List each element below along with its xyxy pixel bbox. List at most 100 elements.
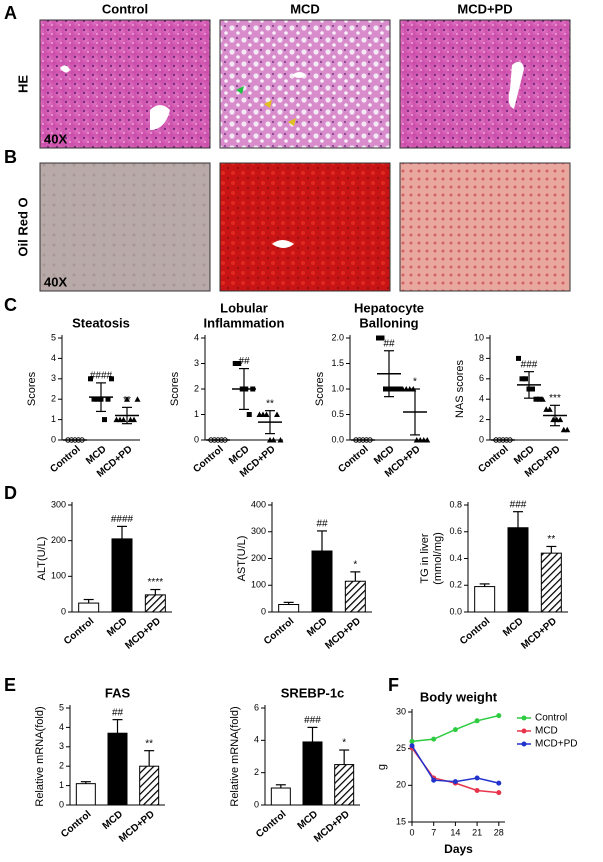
x-tick-label: Control bbox=[62, 616, 96, 647]
y-tick-label: 25 bbox=[396, 743, 406, 753]
dot bbox=[88, 376, 93, 382]
x-tick-label: MCD bbox=[305, 616, 330, 639]
y-tick-label: 15 bbox=[396, 816, 406, 826]
vessel bbox=[508, 61, 524, 109]
y-tick-label: 4 bbox=[59, 722, 64, 732]
he-control-image bbox=[39, 19, 211, 149]
y-tick-label: 100 bbox=[51, 571, 66, 581]
dot bbox=[263, 411, 270, 417]
y-tick-label: 2.0 bbox=[331, 332, 344, 342]
column-title: MCD bbox=[290, 1, 320, 16]
y-tick-label: 300 bbox=[251, 526, 266, 536]
point bbox=[409, 743, 415, 749]
point bbox=[474, 718, 480, 724]
vessel bbox=[272, 240, 294, 248]
dot bbox=[124, 396, 130, 402]
chart-title: Lobular bbox=[220, 300, 268, 315]
x-tick-label: Control bbox=[458, 616, 492, 647]
x-tick-label: MCD+PD bbox=[117, 809, 157, 845]
y-tick-label: 2 bbox=[254, 767, 259, 777]
dot bbox=[564, 426, 571, 433]
x-tick-label: MCD bbox=[501, 616, 526, 639]
legend-label: Control bbox=[535, 713, 567, 724]
dot bbox=[539, 396, 546, 402]
panel-label: C bbox=[4, 295, 17, 315]
histology-images bbox=[39, 19, 571, 292]
oil-pd-image bbox=[399, 162, 571, 292]
chart-title: FAS bbox=[105, 685, 131, 700]
x-tick-label: MCD+PD bbox=[519, 616, 559, 652]
dot bbox=[397, 386, 402, 392]
dot bbox=[102, 417, 107, 423]
x-tick-label: 14 bbox=[450, 827, 460, 837]
y-tick-label: 6 bbox=[254, 702, 259, 712]
chart-title: Hepatocyte bbox=[354, 300, 424, 315]
legend-marker bbox=[521, 728, 527, 734]
x-tick-label: Control bbox=[254, 809, 288, 840]
chart-title: Inflammation bbox=[204, 315, 285, 330]
legend-marker bbox=[521, 715, 527, 721]
y-tick-label: 2 bbox=[194, 383, 199, 393]
legend-label: MCD+PD bbox=[535, 739, 578, 750]
y-tick-label: 6 bbox=[479, 373, 484, 383]
row-title: Oil Red O bbox=[15, 197, 30, 256]
y-tick-label: 1.5 bbox=[331, 358, 344, 368]
significance: ## bbox=[112, 707, 124, 718]
y-axis-label: (mmol/mg) bbox=[432, 532, 444, 585]
significance: ## bbox=[238, 356, 250, 367]
significance: * bbox=[342, 738, 346, 749]
chart-title: Steatosis bbox=[72, 315, 130, 330]
dot bbox=[393, 386, 399, 392]
x-axis-label: Days bbox=[444, 842, 473, 856]
significance: ** bbox=[145, 738, 153, 749]
x-tick-label: MCD bbox=[101, 809, 126, 832]
x-tick-label: 0 bbox=[409, 827, 414, 837]
y-tick-label: 200 bbox=[251, 553, 266, 563]
x-tick-label: Control bbox=[336, 444, 370, 475]
y-tick-label: 8 bbox=[479, 353, 484, 363]
magnification: 40X bbox=[44, 274, 67, 289]
chart-title: Body weight bbox=[420, 689, 498, 704]
column-title: MCD+PD bbox=[457, 1, 512, 16]
x-tick-label: 7 bbox=[431, 827, 436, 837]
y-axis-label: Scores bbox=[26, 371, 38, 406]
dot bbox=[390, 386, 395, 392]
dot bbox=[516, 355, 521, 361]
dot bbox=[105, 396, 111, 402]
dot bbox=[134, 396, 141, 402]
significance: *** bbox=[549, 393, 561, 404]
y-tick-label: 300 bbox=[51, 499, 66, 509]
dot bbox=[95, 396, 100, 402]
y-tick-label: 5 bbox=[51, 332, 56, 342]
y-tick-label: 4 bbox=[194, 332, 199, 342]
bar bbox=[474, 586, 496, 613]
y-tick-label: 0.5 bbox=[331, 409, 344, 419]
vessel bbox=[60, 65, 170, 130]
point bbox=[496, 790, 502, 796]
panel-label: D bbox=[4, 483, 17, 503]
y-tick-label: 0 bbox=[61, 606, 66, 616]
significance: #### bbox=[111, 514, 134, 525]
y-tick-label: 3 bbox=[59, 741, 64, 751]
y-tick-label: 3 bbox=[194, 358, 199, 368]
y-tick-label: 0.6 bbox=[449, 526, 462, 536]
he-mcd-image bbox=[219, 19, 391, 149]
y-axis-label: Scores bbox=[314, 371, 326, 406]
arrow bbox=[264, 100, 296, 126]
x-tick-label: MCD+PD bbox=[123, 616, 163, 652]
y-tick-label: 0 bbox=[479, 434, 484, 444]
dot bbox=[270, 437, 277, 443]
y-tick-label: 1 bbox=[194, 409, 199, 419]
y-tick-label: 0 bbox=[261, 606, 266, 616]
bar bbox=[139, 765, 160, 806]
dot bbox=[523, 376, 528, 382]
bar bbox=[507, 527, 529, 613]
x-tick-label: Control bbox=[191, 444, 225, 475]
y-tick-label: 4 bbox=[254, 735, 259, 745]
y-tick-label: 4 bbox=[479, 394, 484, 404]
significance: **** bbox=[148, 577, 164, 588]
y-tick-label: 1.0 bbox=[331, 383, 344, 393]
y-tick-label: 2 bbox=[59, 761, 64, 771]
dot bbox=[376, 335, 381, 341]
